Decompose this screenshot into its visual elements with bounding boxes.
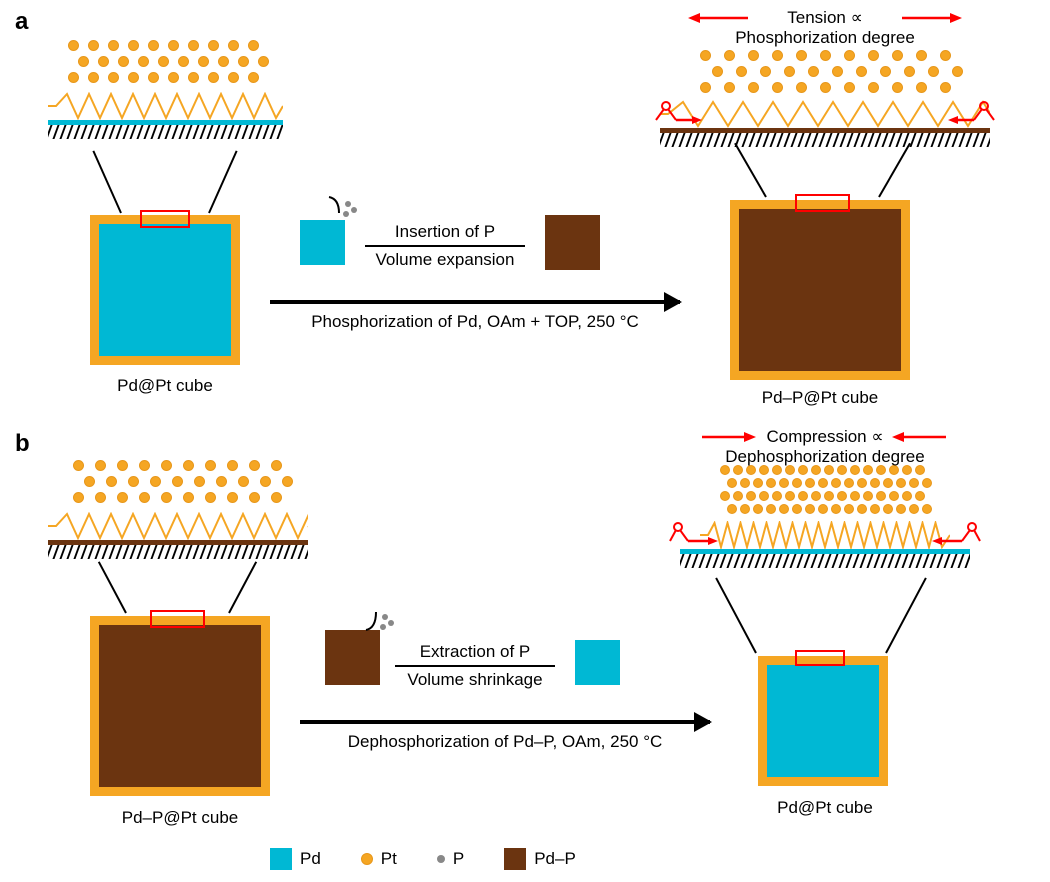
panel-a-frac-bot: Volume expansion — [365, 250, 525, 270]
tension-arrow-left — [688, 10, 750, 26]
panel-b-frac-bot: Volume shrinkage — [395, 670, 555, 690]
panel-a-left-cube-label: Pd@Pt cube — [80, 376, 250, 396]
compression-arrow-right — [892, 429, 948, 445]
panel-b-left-cube-label: Pd–P@Pt cube — [80, 808, 280, 828]
panel-a-left-callout-box — [140, 210, 190, 228]
panel-a-label: a — [15, 8, 28, 36]
legend: Pd Pt P Pd–P — [270, 848, 576, 870]
legend-pdp: Pd–P — [504, 848, 576, 870]
callout-line — [208, 150, 237, 213]
panel-a-frac-top: Insertion of P — [365, 222, 525, 242]
legend-p: P — [437, 849, 464, 869]
callout-line — [715, 577, 757, 653]
legend-pd: Pd — [270, 848, 321, 870]
callout-line — [878, 143, 911, 198]
panel-a-reaction-arrow — [270, 300, 680, 304]
legend-pt-swatch — [361, 853, 373, 865]
panel-a-right-zoom — [660, 50, 990, 140]
compression-label-2: Dephosphorization degree — [710, 447, 940, 467]
panel-b-right-cube — [758, 656, 888, 786]
panel-b-right-cube-label: Pd@Pt cube — [740, 798, 910, 818]
tension-label-1: Tension ∝ — [760, 8, 890, 28]
legend-pd-label: Pd — [300, 849, 321, 869]
callout-line — [885, 577, 927, 653]
panel-a-reaction-main: Phosphorization of Pd, OAm + TOP, 250 °C — [275, 312, 675, 332]
panel-b-mini-pd — [575, 640, 620, 685]
legend-pdp-swatch — [504, 848, 526, 870]
tension-label-2: Phosphorization degree — [720, 28, 930, 48]
panel-b-left-cube — [90, 616, 270, 796]
p-particles-b — [362, 608, 398, 645]
callout-line — [98, 561, 127, 613]
compression-label-1: Compression ∝ — [755, 427, 895, 447]
panel-a-mini-pdp — [545, 215, 600, 270]
panel-b-right-callout-box — [795, 650, 845, 666]
legend-pt: Pt — [361, 849, 397, 869]
callout-line — [92, 150, 121, 213]
panel-b-reaction-main: Dephosphorization of Pd–P, OAm, 250 °C — [305, 732, 705, 752]
compression-arrow-left — [700, 429, 756, 445]
panel-a-right-callout-box — [795, 194, 850, 212]
callout-line — [734, 143, 767, 198]
legend-pd-swatch — [270, 848, 292, 870]
panel-a-left-zoom — [48, 40, 283, 140]
legend-p-swatch — [437, 855, 445, 863]
panel-b-right-zoom — [680, 465, 970, 565]
panel-b-reaction-arrow — [300, 720, 710, 724]
panel-a-left-cube — [90, 215, 240, 365]
tension-arrow-right — [900, 10, 962, 26]
legend-p-label: P — [453, 849, 464, 869]
panel-b-label: b — [15, 430, 30, 458]
fraction-line — [365, 245, 525, 247]
panel-b-left-callout-box — [150, 610, 205, 628]
p-particles-a — [325, 195, 361, 232]
panel-b-left-zoom — [48, 460, 308, 555]
fraction-line — [395, 665, 555, 667]
legend-pdp-label: Pd–P — [534, 849, 576, 869]
panel-a-right-cube — [730, 200, 910, 380]
panel-a-right-cube-label: Pd–P@Pt cube — [720, 388, 920, 408]
panel-b-frac-top: Extraction of P — [395, 642, 555, 662]
callout-line — [228, 561, 257, 613]
legend-pt-label: Pt — [381, 849, 397, 869]
